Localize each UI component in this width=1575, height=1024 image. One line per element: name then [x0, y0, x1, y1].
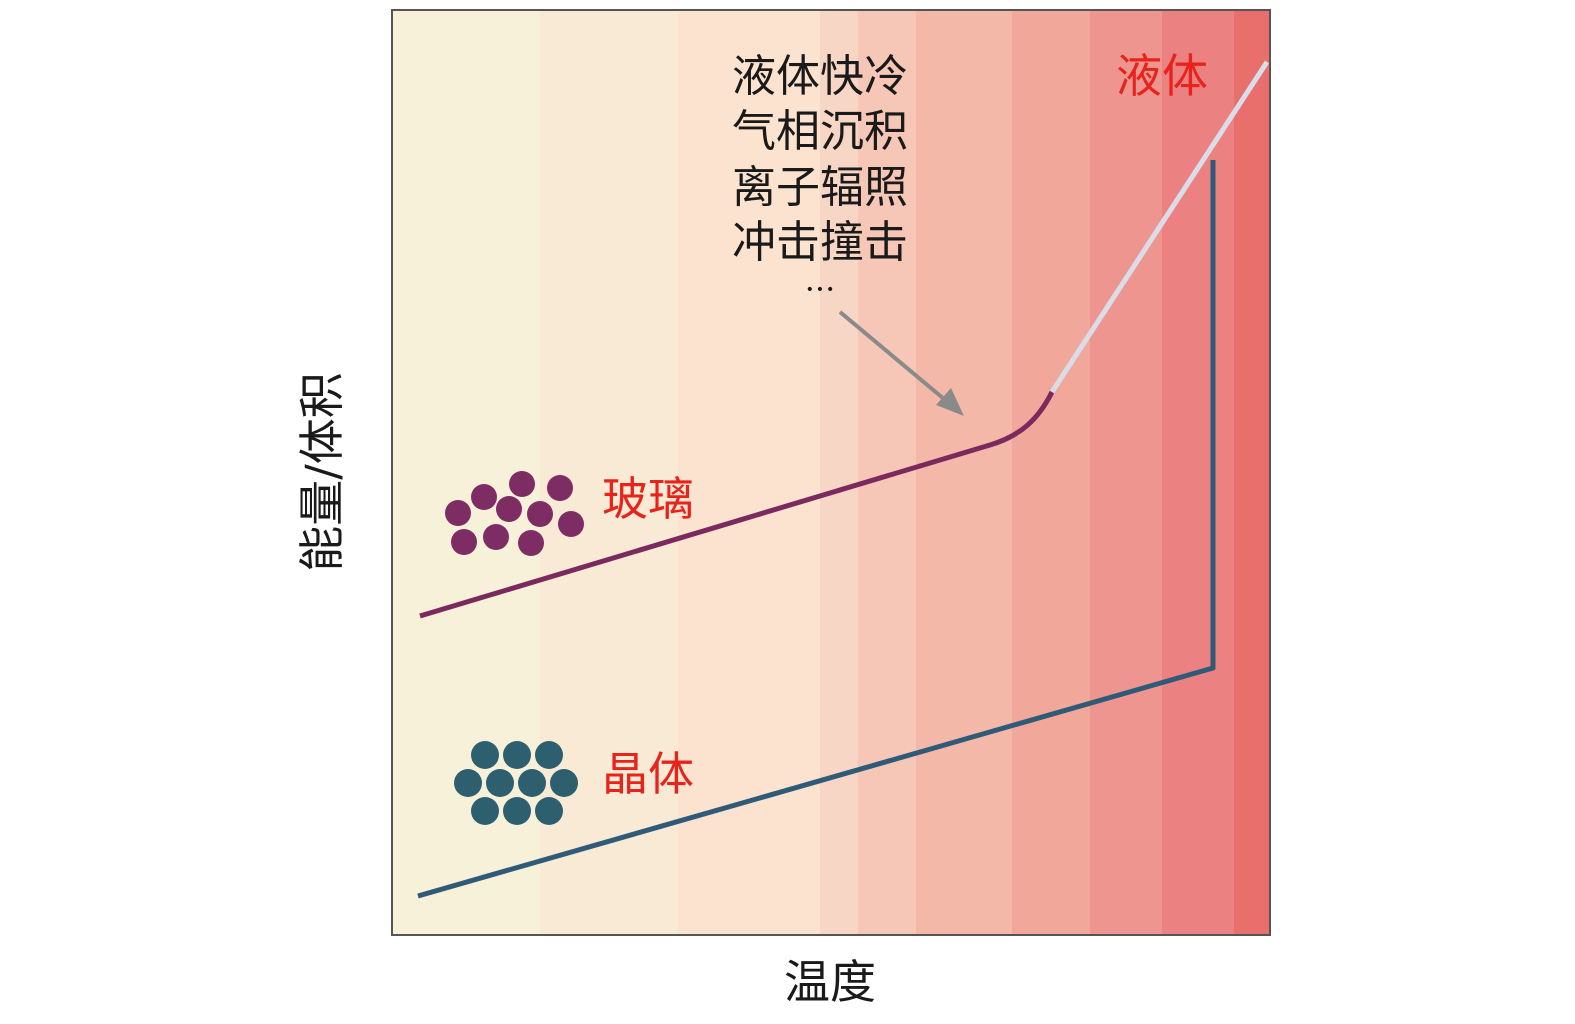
glass-atom: [451, 529, 477, 555]
crystal-atom: [535, 741, 563, 769]
y-axis-label: 能量/体积: [295, 372, 349, 572]
annotation-arrow-shaft: [838, 310, 952, 406]
method-line: 离子辐照: [732, 162, 908, 213]
crystal-atom: [503, 741, 531, 769]
crystal-atom: [454, 769, 482, 797]
crystal-label: 晶体: [602, 747, 694, 801]
glass-atom: [527, 501, 553, 527]
method-ellipsis: ···: [805, 270, 836, 308]
background-band: [1162, 11, 1234, 934]
crystal-curve: [417, 160, 1216, 899]
annotation-arrow-head: [936, 388, 964, 416]
crystal-atom: [518, 769, 546, 797]
method-line: 冲击撞击: [732, 217, 908, 268]
glass-atom: [496, 496, 522, 522]
glass-label: 玻璃: [602, 472, 694, 526]
method-line: 液体快冷: [732, 51, 908, 102]
glass-atom: [547, 475, 573, 501]
temperature-gradient-background: [393, 11, 1270, 934]
background-band: [1090, 11, 1162, 934]
crystal-atom-cluster: [454, 741, 578, 825]
annotation-methods: 液体快冷 气相沉积 离子辐照 冲击撞击 ···: [732, 51, 908, 308]
background-band: [916, 11, 1012, 934]
glass-atom: [509, 471, 535, 497]
glass-atom: [558, 511, 584, 537]
x-axis-label: 温度: [784, 955, 876, 1009]
crystal-atom: [471, 741, 499, 769]
glass-atom: [445, 500, 471, 526]
method-line: 气相沉积: [732, 106, 908, 157]
liquid-curve: [1049, 60, 1270, 394]
plot-frame: [391, 9, 1271, 936]
background-band: [678, 11, 820, 934]
glass-atom: [518, 530, 544, 556]
liquid-label: 液体: [1116, 49, 1208, 103]
crystal-atom: [503, 797, 531, 825]
glass-curve: [419, 390, 1055, 619]
crystal-atom: [471, 797, 499, 825]
crystal-atom: [550, 769, 578, 797]
glass-atom: [483, 524, 509, 550]
crystal-atom: [486, 769, 514, 797]
crystal-atom: [535, 797, 563, 825]
background-band: [1012, 11, 1090, 934]
glass-atom: [471, 484, 497, 510]
background-band: [1234, 11, 1270, 934]
glass-atom-cluster: [445, 471, 584, 556]
